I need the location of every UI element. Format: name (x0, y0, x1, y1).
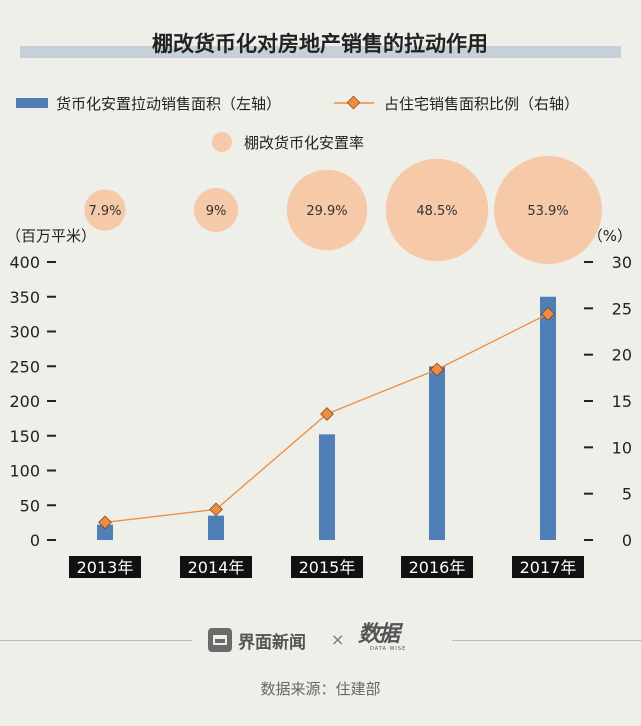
bubble-label: 9% (206, 204, 227, 219)
line-point (98, 515, 112, 530)
right-tick-label: 10 (612, 438, 632, 457)
x-tick-label: 2017年 (520, 558, 577, 577)
jiemian-logo-text: 界面新闻 (238, 632, 306, 653)
x-tick-label-bg (512, 556, 584, 578)
x-tick-label: 2015年 (299, 558, 356, 577)
footer-divider-right (452, 640, 641, 641)
bar (540, 296, 556, 540)
line-point (430, 362, 444, 377)
bubble-label: 29.9% (306, 204, 347, 219)
bar-series (97, 296, 556, 540)
left-tick-label: 300 (9, 323, 40, 342)
x-tick-label-bg (401, 556, 473, 578)
bubble (286, 169, 368, 251)
jiemian-logo-icon (208, 628, 232, 652)
legend-line-marker (346, 95, 361, 110)
bar (208, 515, 224, 540)
legend-bubble-swatch (212, 132, 232, 152)
bar (319, 434, 335, 540)
left-axis-unit: （百万平米） (6, 227, 96, 245)
bubble-label: 7.9% (88, 204, 121, 219)
x-tick-label: 2016年 (409, 558, 466, 577)
bubble (385, 158, 489, 262)
datawise-logo-text: 数据 (358, 622, 400, 647)
chart: 棚改货币化对房地产销售的拉动作用 货币化安置拉动销售面积（左轴） 占住宅销售面积… (6, 32, 632, 578)
brand-separator: × (331, 630, 345, 649)
right-axis: 0 5 10 15 20 25 30 (584, 253, 632, 550)
right-tick-label: 30 (612, 253, 632, 272)
x-tick-label-bg (180, 556, 252, 578)
left-tick-label: 100 (9, 462, 40, 481)
left-tick-label: 0 (30, 531, 40, 550)
right-tick-label: 5 (622, 485, 632, 504)
datawise-logo-sub: DATA WISE (370, 646, 407, 652)
legend-bar-label: 货币化安置拉动销售面积（左轴） (56, 95, 281, 113)
left-tick-label: 250 (9, 357, 40, 376)
bubble (84, 189, 126, 231)
left-tick-label: 400 (9, 253, 40, 272)
bubble-label: 48.5% (416, 204, 457, 219)
line-point (320, 407, 334, 421)
bar (429, 366, 445, 540)
bubble-label: 53.9% (527, 204, 568, 219)
right-tick-label: 0 (622, 531, 632, 550)
right-axis-unit: （%） (588, 227, 632, 245)
jiemian-logo: 界面新闻 (208, 626, 306, 654)
legend-bar-swatch (16, 98, 48, 108)
x-tick-label-bg (291, 556, 363, 578)
legend-bubble-label: 棚改货币化安置率 (244, 134, 364, 152)
right-tick-label: 15 (612, 392, 632, 411)
footer-brand: 界面新闻 × 数据 DATA WISE (0, 624, 641, 656)
left-tick-label: 150 (9, 427, 40, 446)
left-tick-label: 350 (9, 288, 40, 307)
x-tick-label-bg (69, 556, 141, 578)
line-point (541, 307, 555, 321)
bar (97, 524, 113, 540)
bubble (193, 187, 239, 233)
right-tick-label: 20 (612, 346, 632, 365)
bubble (494, 156, 602, 264)
x-tick-label: 2014年 (188, 558, 245, 577)
title-bar (20, 46, 621, 58)
left-tick-label: 200 (9, 392, 40, 411)
x-tick-label: 2013年 (77, 558, 134, 577)
left-tick-label: 50 (20, 496, 40, 515)
datawise-logo: 数据 DATA WISE (358, 624, 422, 656)
data-source: 数据来源：住建部 (260, 680, 381, 698)
legend-line-label: 占住宅销售面积比例（右轴） (384, 95, 579, 113)
chart-title: 棚改货币化对房地产销售的拉动作用 (152, 32, 488, 56)
bubble-series: 7.9% 9% 29.9% 48.5% 53.9% (84, 156, 602, 264)
line-series (98, 307, 555, 530)
right-tick-label: 25 (612, 299, 632, 318)
footer-divider-left (0, 640, 192, 641)
x-axis: 2013年 2014年 2015年 2016年 2017年 (69, 556, 584, 578)
line-point (209, 502, 223, 517)
left-axis: 0 50 100 150 200 250 300 350 400 (9, 253, 56, 550)
